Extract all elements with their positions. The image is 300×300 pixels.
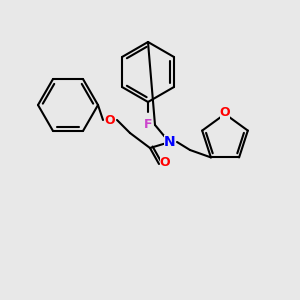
Text: F: F (144, 118, 152, 131)
Text: O: O (160, 157, 170, 169)
Text: O: O (105, 113, 115, 127)
Text: O: O (220, 106, 230, 119)
Text: N: N (164, 135, 176, 149)
